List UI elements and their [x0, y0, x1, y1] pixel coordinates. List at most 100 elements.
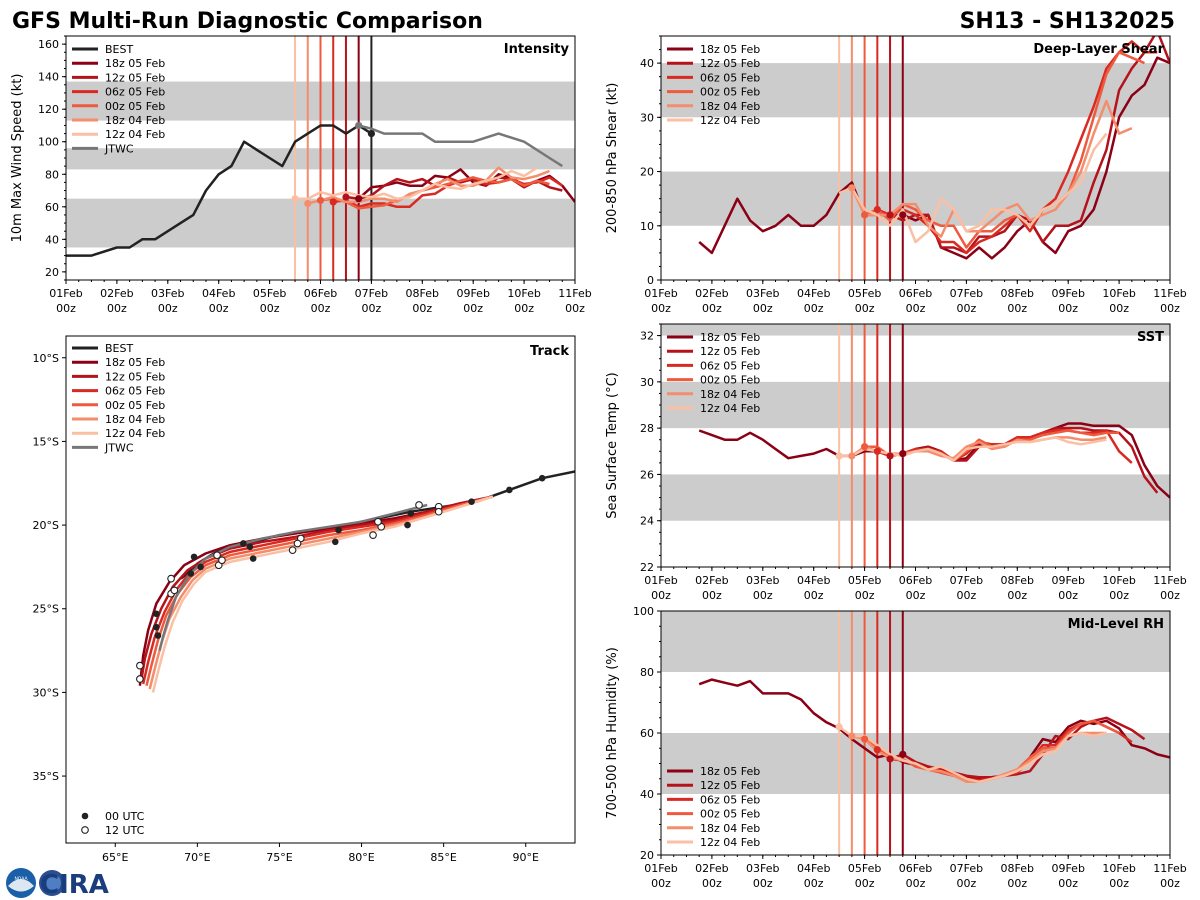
legend-label: 18z 05 Feb — [700, 43, 760, 56]
panel-track: 65°E 70°E 75°E 80°E 85°E 90°E 10°S 15°S 20°S 25°S… — [33, 335, 576, 864]
x-tick-label-date: 06Feb — [899, 574, 932, 587]
track-line-18z-05-feb — [138, 495, 494, 686]
panel-intensity: 20 40 60 80 100 120 140 160 01Feb 00z 02Feb 00z 03Fe… — [10, 35, 592, 315]
plot-area — [661, 611, 1170, 855]
x-tick-label-date: 03Feb — [151, 287, 184, 300]
x-tick-label-date: 08Feb — [1001, 287, 1034, 300]
track-line-18z-04-feb — [148, 495, 494, 690]
legend-label: BEST — [105, 43, 133, 56]
legend-label: 06z 05 Feb — [105, 385, 165, 398]
track-point-12utc — [415, 501, 423, 509]
init-marker — [886, 452, 894, 460]
track-point-00utc — [331, 538, 339, 546]
track-point-00utc — [240, 540, 247, 547]
init-marker — [873, 447, 881, 455]
legend-label: 12z 05 Feb — [700, 345, 760, 358]
x-tick-label-date: 10Feb — [507, 287, 540, 300]
y-tick-label: 0 — [647, 274, 654, 287]
init-marker — [899, 750, 907, 758]
shade-band — [661, 171, 1170, 226]
y-axis-label: 10m Max Wind Speed (kt) — [10, 74, 25, 243]
x-tick-label: 65°E — [102, 851, 128, 864]
x-tick-label-date: 10Feb — [1102, 574, 1135, 587]
y-tick-label: 60 — [640, 727, 654, 740]
legend-label: JTWC — [104, 142, 134, 155]
x-tick-label-hour: 00z — [651, 877, 671, 890]
x-tick-label-date: 10Feb — [1102, 862, 1135, 875]
legend-label: 18z 04 Feb — [700, 822, 760, 835]
x-tick-label-hour: 00z — [107, 302, 127, 315]
legend-label: 18z 04 Feb — [700, 388, 760, 401]
x-tick-label-hour: 00z — [56, 302, 76, 315]
init-marker — [367, 130, 375, 138]
plot-area — [661, 324, 1170, 567]
y-tick-label: 40 — [640, 788, 654, 801]
x-tick-label-hour: 00z — [1007, 302, 1027, 315]
plot-frame — [65, 335, 576, 844]
y-tick-label: 80 — [45, 168, 59, 181]
x-tick-label-hour: 00z — [753, 589, 773, 602]
legend-label: 06z 05 Feb — [105, 86, 165, 99]
x-tick-label-hour: 00z — [855, 877, 875, 890]
x-tick-label-hour: 00z — [753, 302, 773, 315]
x-tick-label-date: 02Feb — [100, 287, 133, 300]
x-tick-label-date: 06Feb — [899, 862, 932, 875]
x-tick-label-hour: 00z — [906, 302, 926, 315]
x-tick-label-hour: 00z — [463, 302, 483, 315]
x-tick-label-date: 07Feb — [950, 287, 983, 300]
y-tick-label: 100 — [633, 605, 654, 618]
x-tick-label-date: 09Feb — [1051, 862, 1084, 875]
legend-label: 18z 04 Feb — [700, 100, 760, 113]
legend-label: BEST — [105, 342, 133, 355]
chart-panels: 2040608010012014016001Feb00z02Feb00z03Fe… — [10, 35, 1187, 890]
legend-label: 06z 05 Feb — [700, 359, 760, 372]
x-tick-label: 75°E — [266, 851, 292, 864]
x-tick-label-hour: 00z — [1160, 589, 1180, 602]
legend-label: 18z 05 Feb — [700, 331, 760, 344]
x-tick-label-date: 09Feb — [456, 287, 489, 300]
series-line-12z-04-feb — [838, 725, 1107, 784]
x-tick-label-date: 06Feb — [899, 287, 932, 300]
y-tick-label: 10 — [640, 220, 654, 233]
x-tick-label-date: 11Feb — [1153, 862, 1186, 875]
y-tick-label: 30°S — [33, 686, 59, 699]
track-line-12z-04-feb — [151, 495, 494, 693]
track-point-12utc — [167, 574, 175, 583]
y-tick-label: 28 — [640, 422, 654, 435]
x-tick-label-hour: 00z — [1058, 589, 1078, 602]
track-point-12utc — [374, 517, 382, 526]
series-line-best — [66, 124, 373, 257]
init-marker — [304, 199, 312, 208]
x-tick-label-hour: 00z — [412, 302, 432, 315]
x-tick-label-date: 08Feb — [406, 287, 439, 300]
series-line-12z-04-feb — [838, 132, 1108, 244]
shade-band — [661, 611, 1170, 672]
x-tick-label-hour: 00z — [804, 877, 824, 890]
figure-title-right: SH13 - SH132025 — [960, 9, 1175, 34]
track-point-00utc — [538, 474, 546, 482]
cira-logo: NOAA CIRA — [6, 868, 109, 900]
x-tick-label: 80°E — [348, 851, 374, 864]
track-point-12utc — [288, 546, 297, 555]
x-tick-label-hour: 00z — [158, 302, 178, 315]
x-tick-label-date: 08Feb — [1001, 574, 1034, 587]
legend-label: 12z 05 Feb — [105, 71, 165, 84]
x-tick-label-date: 05Feb — [253, 287, 286, 300]
x-tick-label-hour: 00z — [1007, 589, 1027, 602]
panel-shear: 0 10 20 30 40 01Feb 00z 02Feb 00z 03Feb 00z 04Feb 00… — [605, 35, 1187, 315]
x-tick-label-hour: 00z — [702, 589, 722, 602]
y-tick-label: 120 — [38, 103, 59, 116]
x-tick-label-date: 01Feb — [49, 287, 82, 300]
y-tick-label: 15°S — [33, 435, 59, 448]
marker-legend-filled — [81, 812, 89, 820]
x-tick-label-date: 09Feb — [1051, 574, 1084, 587]
x-tick-label-hour: 00z — [209, 302, 229, 315]
y-axis-label: 700-500 hPa Humidity (%) — [605, 647, 620, 819]
cira-logo-text: CIRA — [40, 870, 109, 900]
legend-label: 12z 05 Feb — [700, 57, 760, 70]
x-tick-label-date: 10Feb — [1102, 287, 1135, 300]
y-tick-label: 30 — [640, 376, 654, 389]
track-point-00utc — [506, 486, 513, 494]
noaa-gull-icon — [8, 879, 34, 892]
cira-globe-inner-icon — [43, 874, 61, 892]
